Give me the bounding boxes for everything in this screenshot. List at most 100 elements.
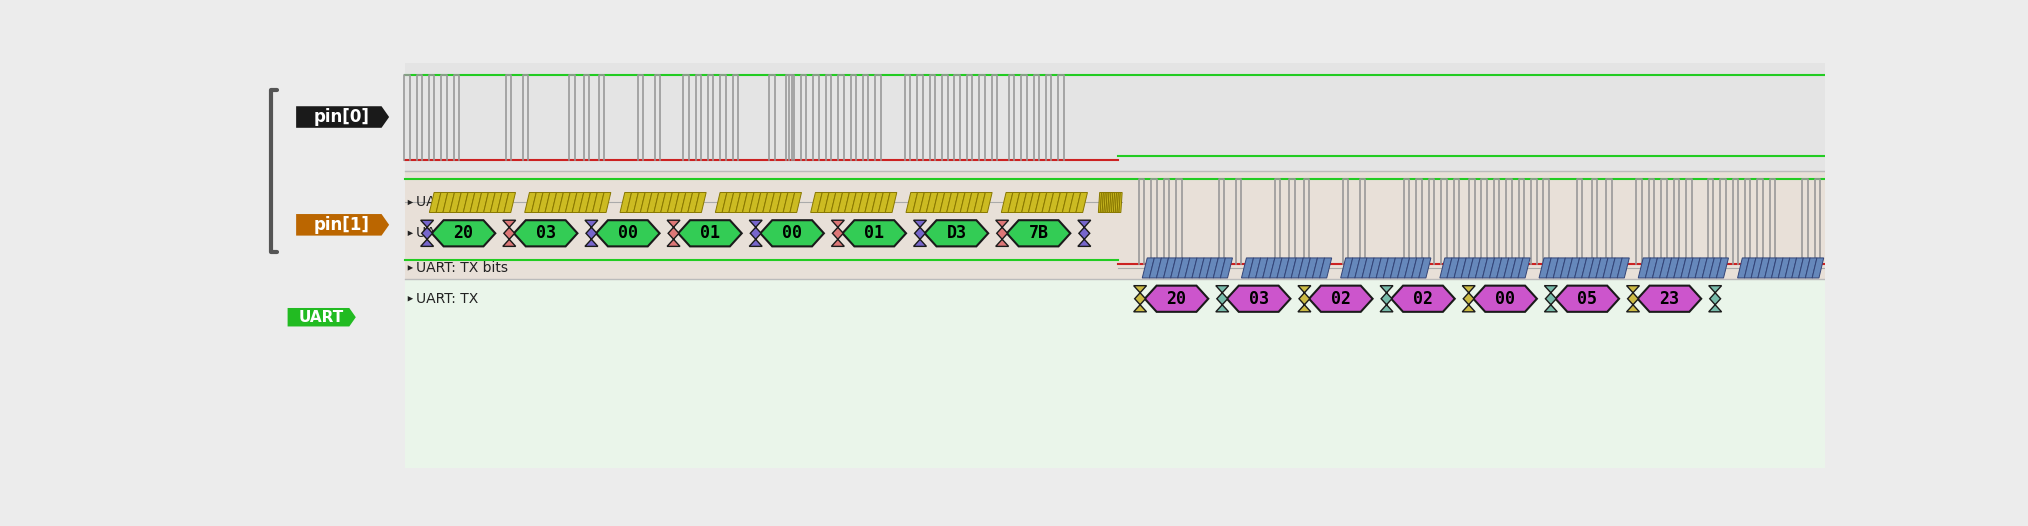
- Polygon shape: [1744, 258, 1756, 278]
- Polygon shape: [1710, 258, 1722, 278]
- Bar: [406, 63, 1825, 171]
- Polygon shape: [1109, 193, 1113, 213]
- Polygon shape: [763, 193, 775, 213]
- Polygon shape: [1101, 193, 1103, 213]
- Polygon shape: [1813, 258, 1823, 278]
- Polygon shape: [462, 193, 475, 213]
- Polygon shape: [760, 220, 823, 246]
- Polygon shape: [748, 220, 763, 246]
- Polygon shape: [1381, 286, 1393, 312]
- Polygon shape: [872, 193, 884, 213]
- Polygon shape: [1063, 193, 1075, 213]
- Text: 20: 20: [454, 224, 473, 242]
- Polygon shape: [1659, 258, 1671, 278]
- Polygon shape: [456, 193, 468, 213]
- Polygon shape: [661, 193, 671, 213]
- Polygon shape: [982, 193, 992, 213]
- Text: 7B: 7B: [1028, 224, 1048, 242]
- Polygon shape: [748, 193, 760, 213]
- Text: pin[1]: pin[1]: [314, 216, 369, 234]
- Polygon shape: [1411, 258, 1424, 278]
- Bar: [254, 63, 406, 468]
- Polygon shape: [470, 193, 481, 213]
- Polygon shape: [1227, 286, 1290, 312]
- Polygon shape: [1420, 258, 1432, 278]
- Polygon shape: [667, 220, 679, 246]
- Polygon shape: [913, 193, 925, 213]
- Polygon shape: [791, 193, 801, 213]
- Polygon shape: [586, 193, 598, 213]
- Polygon shape: [653, 193, 665, 213]
- Polygon shape: [1213, 258, 1225, 278]
- Polygon shape: [756, 193, 767, 213]
- Polygon shape: [1616, 258, 1628, 278]
- Polygon shape: [1779, 258, 1791, 278]
- Polygon shape: [1772, 258, 1783, 278]
- Polygon shape: [1349, 258, 1361, 278]
- Polygon shape: [1164, 258, 1176, 278]
- Polygon shape: [811, 193, 821, 213]
- Polygon shape: [728, 193, 740, 213]
- Polygon shape: [1750, 258, 1762, 278]
- Polygon shape: [1008, 193, 1020, 213]
- Polygon shape: [430, 193, 440, 213]
- Polygon shape: [408, 265, 414, 271]
- Polygon shape: [537, 193, 550, 213]
- Polygon shape: [432, 220, 495, 246]
- Polygon shape: [592, 193, 604, 213]
- Polygon shape: [1298, 258, 1310, 278]
- Polygon shape: [677, 220, 742, 246]
- Polygon shape: [1170, 258, 1182, 278]
- Polygon shape: [1695, 258, 1708, 278]
- Text: pin[0]: pin[0]: [314, 108, 369, 126]
- Polygon shape: [513, 220, 578, 246]
- Polygon shape: [1369, 258, 1381, 278]
- Polygon shape: [1482, 258, 1495, 278]
- Polygon shape: [1764, 258, 1777, 278]
- Polygon shape: [1511, 258, 1523, 278]
- Polygon shape: [1545, 286, 1558, 312]
- Text: 23: 23: [1659, 290, 1679, 308]
- Polygon shape: [558, 193, 570, 213]
- Polygon shape: [687, 193, 700, 213]
- Polygon shape: [1192, 258, 1205, 278]
- Polygon shape: [1207, 258, 1219, 278]
- Polygon shape: [1710, 286, 1722, 312]
- Polygon shape: [408, 200, 414, 205]
- Polygon shape: [1178, 258, 1190, 278]
- Polygon shape: [1799, 258, 1811, 278]
- Polygon shape: [566, 193, 576, 213]
- Polygon shape: [1582, 258, 1594, 278]
- Text: UART: RX: UART: RX: [416, 226, 481, 240]
- Polygon shape: [531, 193, 544, 213]
- Polygon shape: [641, 193, 651, 213]
- Polygon shape: [1308, 286, 1373, 312]
- Polygon shape: [1034, 193, 1046, 213]
- Polygon shape: [1405, 258, 1418, 278]
- Polygon shape: [1014, 193, 1026, 213]
- Polygon shape: [1476, 258, 1487, 278]
- Polygon shape: [1574, 258, 1586, 278]
- Polygon shape: [1341, 258, 1353, 278]
- Polygon shape: [296, 106, 389, 128]
- Polygon shape: [716, 193, 726, 213]
- Polygon shape: [1505, 258, 1515, 278]
- Polygon shape: [1103, 193, 1107, 213]
- Polygon shape: [736, 193, 746, 213]
- Polygon shape: [1101, 193, 1105, 213]
- Polygon shape: [572, 193, 584, 213]
- Polygon shape: [1553, 258, 1566, 278]
- Polygon shape: [1270, 258, 1282, 278]
- Polygon shape: [1555, 286, 1618, 312]
- Polygon shape: [1673, 258, 1685, 278]
- Polygon shape: [497, 193, 509, 213]
- Polygon shape: [1105, 193, 1109, 213]
- Polygon shape: [1519, 258, 1529, 278]
- Polygon shape: [1805, 258, 1817, 278]
- Polygon shape: [1042, 193, 1053, 213]
- Polygon shape: [1610, 258, 1622, 278]
- Polygon shape: [852, 193, 862, 213]
- Polygon shape: [953, 193, 965, 213]
- Polygon shape: [578, 193, 590, 213]
- Polygon shape: [831, 193, 842, 213]
